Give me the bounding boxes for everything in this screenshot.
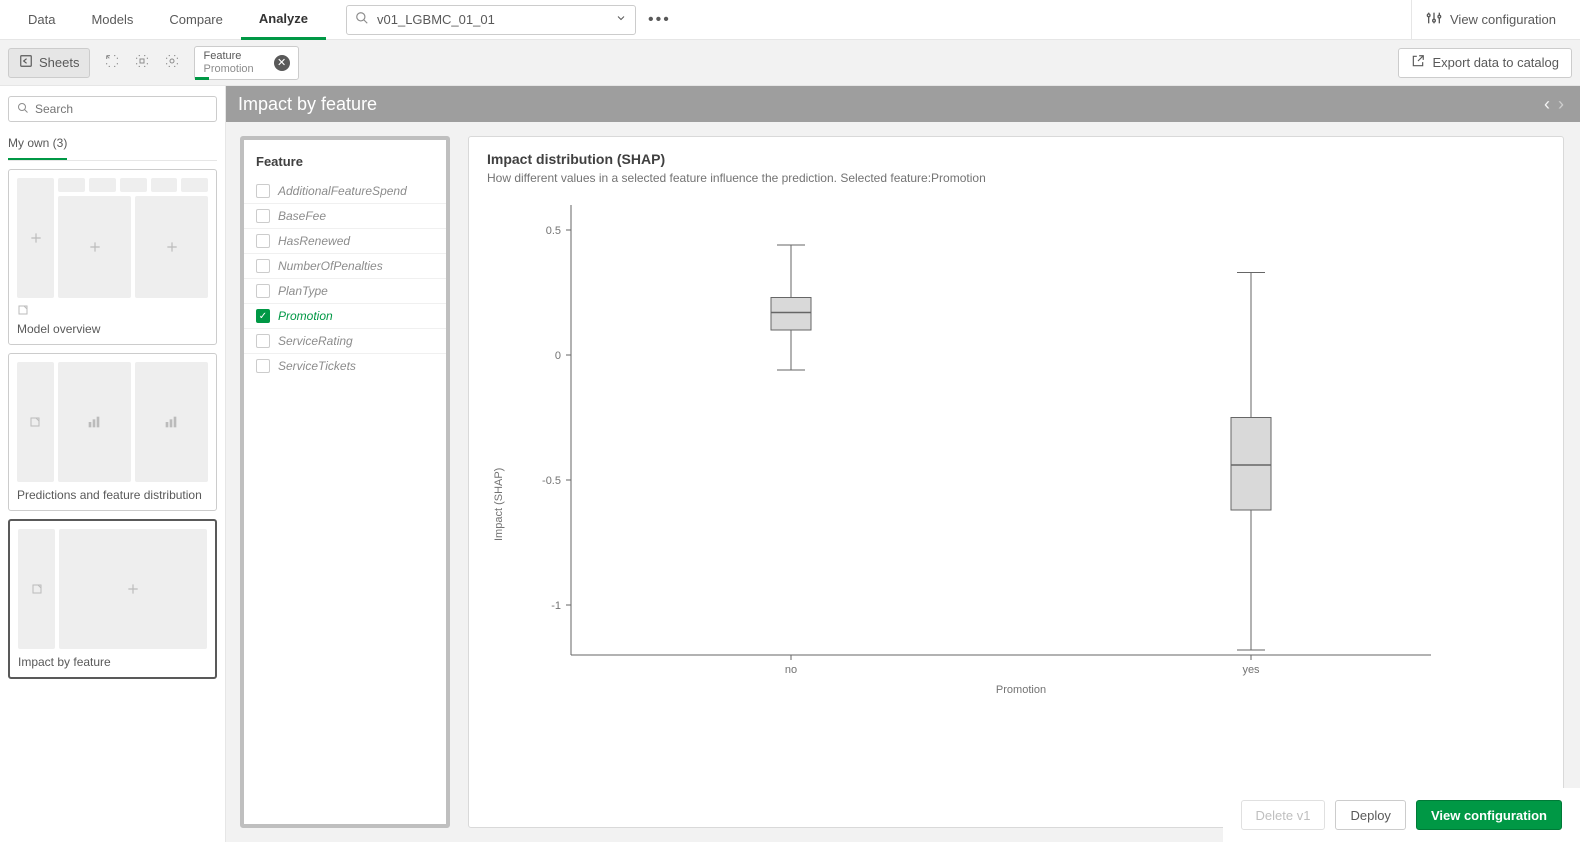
sheet-thumb-label: Predictions and feature distribution [17, 488, 208, 502]
model-selector[interactable]: v01_LGBMC_01_01 [346, 5, 636, 35]
sidebar-search-input[interactable] [35, 102, 208, 116]
checkbox-icon [256, 259, 270, 273]
export-icon [1411, 54, 1425, 71]
view-configuration-button[interactable]: View configuration [1416, 800, 1562, 830]
prev-button[interactable]: ‹ [1540, 94, 1554, 115]
feature-item-promotion[interactable]: Promotion [244, 304, 446, 329]
feature-item-plantype[interactable]: PlanType [244, 279, 446, 304]
feature-item-servicerating[interactable]: ServiceRating [244, 329, 446, 354]
sheets-button-label: Sheets [39, 55, 79, 70]
feature-item-numberofpenalties[interactable]: NumberOfPenalties [244, 254, 446, 279]
search-icon [355, 11, 369, 28]
feature-item-label: BaseFee [278, 209, 326, 223]
sheet-thumb-label: Impact by feature [18, 655, 207, 669]
svg-text:Promotion: Promotion [996, 684, 1046, 696]
more-menu-button[interactable]: ••• [648, 11, 671, 29]
feature-item-hasrenewed[interactable]: HasRenewed [244, 229, 446, 254]
feature-item-additionalfeaturespend[interactable]: AdditionalFeatureSpend [244, 179, 446, 204]
feature-item-label: AdditionalFeatureSpend [278, 184, 407, 198]
boxplot-chart: 0.5 0 -0.5 -1 no yes Promotion [511, 195, 1441, 735]
sidebar-search[interactable] [8, 96, 217, 122]
sheet-thumb-label: Model overview [17, 322, 208, 336]
feature-item-label: NumberOfPenalties [278, 259, 383, 273]
feature-item-label: ServiceTickets [278, 359, 356, 373]
export-data-button[interactable]: Export data to catalog [1398, 48, 1572, 78]
tab-models[interactable]: Models [73, 0, 151, 40]
next-button[interactable]: › [1554, 94, 1568, 115]
delete-button: Delete v1 [1241, 800, 1326, 830]
close-icon[interactable]: ✕ [274, 55, 290, 71]
checkbox-icon [256, 234, 270, 248]
view-configuration-top-label: View configuration [1450, 12, 1556, 27]
feature-tab-title: Feature [203, 50, 253, 62]
view-configuration-top[interactable]: View configuration [1411, 0, 1570, 40]
feature-item-basefee[interactable]: BaseFee [244, 204, 446, 229]
sheet-icon [17, 304, 29, 316]
checkbox-icon [256, 184, 270, 198]
sheet-thumb-impact-by-feature[interactable]: Impact by feature [8, 519, 217, 679]
svg-text:0: 0 [555, 350, 561, 362]
sheet-thumb-predictions[interactable]: Predictions and feature distribution [8, 353, 217, 511]
sheet-thumb-model-overview[interactable]: Model overview [8, 169, 217, 345]
chart-title: Impact distribution (SHAP) [487, 151, 1545, 167]
feature-item-label: HasRenewed [278, 234, 350, 248]
svg-text:0.5: 0.5 [546, 225, 561, 237]
feature-item-label: Promotion [278, 309, 333, 323]
checkbox-icon [256, 209, 270, 223]
search-icon [17, 102, 29, 117]
svg-text:-0.5: -0.5 [542, 475, 561, 487]
sheets-button[interactable]: Sheets [8, 48, 90, 78]
checkbox-icon [256, 309, 270, 323]
tab-data[interactable]: Data [10, 0, 73, 40]
export-data-label: Export data to catalog [1433, 55, 1559, 70]
chevron-down-icon [615, 12, 627, 27]
svg-text:yes: yes [1242, 664, 1260, 676]
feature-item-label: ServiceRating [278, 334, 353, 348]
svg-text:no: no [785, 664, 797, 676]
tab-compare[interactable]: Compare [151, 0, 240, 40]
feature-panel: Feature AdditionalFeatureSpend BaseFee Has… [240, 136, 450, 828]
model-selector-value: v01_LGBMC_01_01 [377, 12, 495, 27]
selection-tool-2-icon[interactable] [134, 53, 150, 72]
chart-panel: Impact distribution (SHAP) How different… [468, 136, 1564, 828]
selection-tool-3-icon[interactable] [164, 53, 180, 72]
checkbox-icon [256, 284, 270, 298]
checkbox-icon [256, 359, 270, 373]
sheets-icon [19, 54, 33, 71]
feature-item-label: PlanType [278, 284, 328, 298]
selection-tool-1-icon[interactable] [104, 53, 120, 72]
checkbox-icon [256, 334, 270, 348]
page-title: Impact by feature [238, 94, 377, 115]
chart-ylabel: Impact (SHAP) [487, 195, 511, 813]
deploy-button[interactable]: Deploy [1335, 800, 1405, 830]
feature-filter-tab[interactable]: Feature Promotion ✕ [194, 46, 298, 80]
sliders-icon [1426, 10, 1442, 29]
myown-tab[interactable]: My own (3) [8, 130, 67, 160]
feature-tab-value: Promotion [203, 63, 253, 75]
feature-item-servicetickets[interactable]: ServiceTickets [244, 354, 446, 378]
feature-panel-title: Feature [244, 150, 446, 179]
chart-subtitle: How different values in a selected featu… [487, 171, 1545, 185]
tab-analyze[interactable]: Analyze [241, 0, 326, 40]
svg-text:-1: -1 [551, 600, 561, 612]
